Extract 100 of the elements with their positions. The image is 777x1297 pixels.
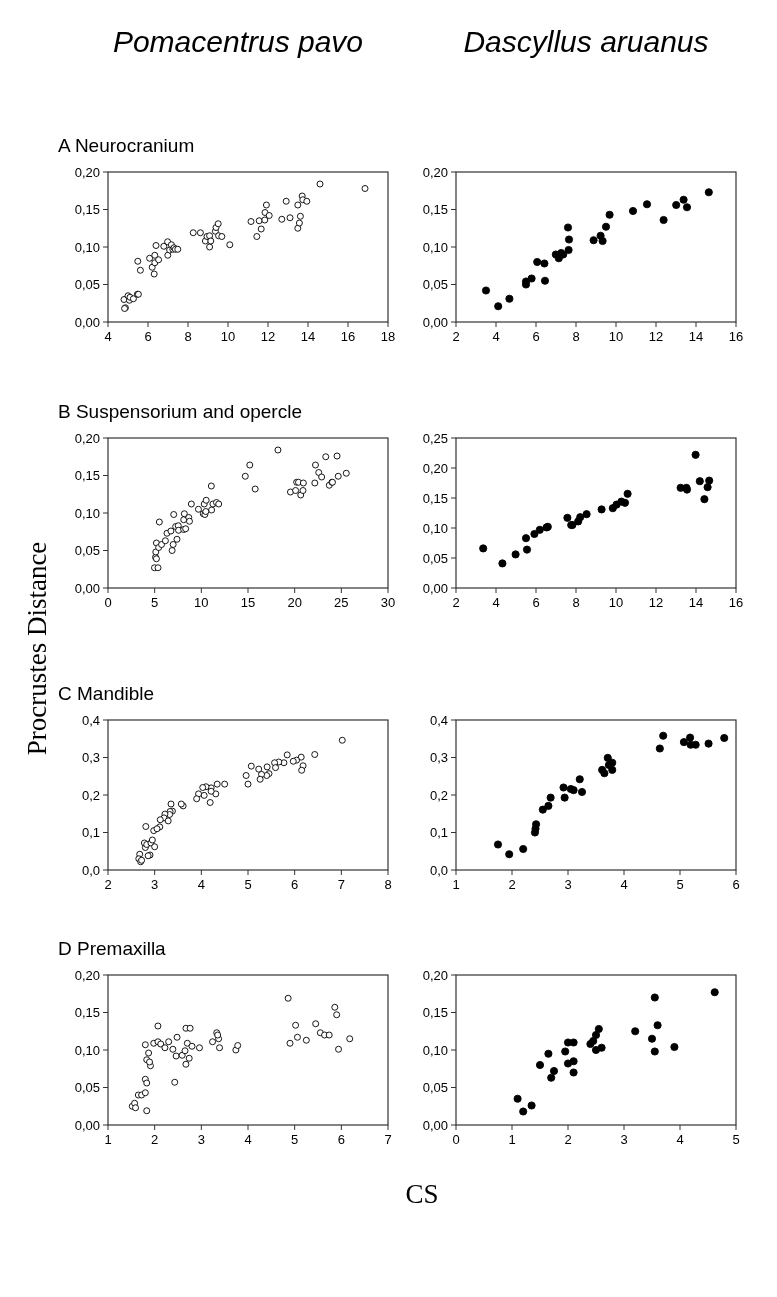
x-tick-label: 2 [564, 1132, 572, 1147]
y-tick-label: 0,20 [422, 164, 448, 180]
x-tick-label: 2 [452, 329, 460, 344]
x-tick-label: 4 [197, 877, 205, 892]
x-tick-label: 10 [194, 595, 209, 610]
x-tick-label: 8 [572, 595, 580, 610]
y-tick-label: 0,05 [74, 1080, 100, 1095]
x-tick-label: 20 [287, 595, 302, 610]
x-tick-label: 4 [620, 877, 628, 892]
y-tick-label: 0,20 [74, 967, 100, 983]
x-tick-label: 4 [676, 1132, 684, 1147]
x-tick-label: 5 [676, 877, 684, 892]
text: Pomacentrus pavo [112, 25, 364, 58]
x-tick-label: 1 [508, 1132, 516, 1147]
y-tick-label: 0,10 [422, 520, 448, 536]
y-tick-label: 0,20 [74, 430, 100, 446]
x-tick-label: 2 [452, 595, 460, 610]
x-tick-label: 7 [337, 877, 345, 892]
y-tick-label: 0,15 [422, 202, 448, 217]
x-tick-label: 6 [732, 877, 740, 892]
x-tick-label: 10 [608, 595, 624, 610]
y-tick-label: 0,20 [422, 967, 448, 983]
x-tick-label: 0 [104, 595, 112, 610]
x-tick-label: 10 [220, 329, 236, 344]
x-tick-label: 8 [384, 877, 392, 892]
y-tick-label: 0,20 [422, 460, 448, 476]
x-tick-label: 3 [197, 1132, 205, 1147]
y-tick-label: 0,3 [81, 750, 100, 765]
x-axis-title: CS [405, 1179, 439, 1209]
y-axis-title: Procrustes Distance [22, 541, 52, 756]
x-tick-label: 6 [291, 877, 299, 892]
x-tick-label: 4 [492, 595, 500, 610]
text: Dascyllus aruanus [463, 25, 709, 58]
x-tick-label: 3 [151, 877, 159, 892]
y-tick-label: 0,00 [422, 1117, 448, 1133]
y-tick-label: 0,00 [74, 1117, 100, 1133]
x-tick-label: 6 [532, 595, 540, 610]
x-tick-label: 14 [300, 329, 316, 344]
chart-title: B Suspensorium and opercle [58, 401, 302, 422]
x-tick-label: 2 [104, 877, 112, 892]
x-tick-label: 25 [334, 595, 349, 610]
y-tick-label: 0,3 [429, 750, 448, 765]
y-tick-label: 0,15 [74, 468, 100, 483]
x-tick-label: 3 [620, 1132, 628, 1147]
x-tick-label: 1 [104, 1132, 112, 1147]
y-tick-label: 0,05 [74, 277, 100, 292]
chart-title: A Neurocranium [58, 135, 195, 156]
y-tick-label: 0,10 [74, 239, 100, 255]
x-tick-label: 16 [340, 329, 356, 344]
x-tick-label: 5 [244, 877, 252, 892]
x-tick-label: 0 [452, 1132, 460, 1147]
x-tick-label: 4 [104, 329, 112, 344]
x-tick-label: 1 [452, 877, 460, 892]
y-tick-label: 0,05 [74, 543, 100, 558]
x-tick-label: 8 [572, 329, 580, 344]
x-tick-label: 7 [384, 1132, 392, 1147]
x-tick-label: 15 [240, 595, 256, 610]
y-tick-label: 0,1 [81, 825, 100, 840]
y-tick-label: 0,00 [422, 580, 448, 596]
x-tick-label: 14 [688, 329, 704, 344]
x-tick-label: 12 [648, 329, 664, 344]
y-tick-label: 0,20 [74, 164, 100, 180]
x-tick-label: 3 [564, 877, 572, 892]
y-tick-label: 0,15 [74, 1005, 100, 1020]
y-tick-label: 0,10 [74, 1042, 100, 1058]
chart-title: C Mandible [58, 683, 155, 704]
x-tick-label: 16 [728, 595, 744, 610]
y-tick-label: 0,10 [422, 1042, 448, 1058]
x-tick-label: 2 [508, 877, 516, 892]
y-tick-label: 0,05 [422, 550, 448, 566]
x-tick-label: 4 [492, 329, 500, 344]
y-tick-label: 0,10 [74, 505, 100, 521]
y-tick-label: 0,05 [422, 277, 448, 292]
x-tick-label: 6 [532, 329, 540, 344]
x-tick-label: 30 [380, 595, 396, 610]
y-tick-label: 0,00 [422, 314, 448, 330]
x-tick-label: 8 [184, 329, 192, 344]
y-tick-label: 0,2 [429, 787, 448, 803]
y-tick-label: 0,4 [81, 712, 100, 728]
y-tick-label: 0,15 [422, 490, 448, 506]
y-tick-label: 0,15 [74, 202, 100, 217]
x-tick-label: 2 [151, 1132, 159, 1147]
x-tick-label: 5 [732, 1132, 740, 1147]
x-tick-label: 12 [260, 329, 276, 344]
x-tick-label: 6 [337, 1132, 345, 1147]
x-tick-label: 16 [728, 329, 744, 344]
y-tick-label: 0,0 [81, 862, 100, 878]
x-tick-label: 14 [688, 595, 704, 610]
y-tick-label: 0,05 [422, 1080, 448, 1095]
chart-title: D Premaxilla [58, 938, 167, 959]
x-tick-label: 6 [144, 329, 152, 344]
x-tick-label: 18 [380, 329, 396, 344]
x-tick-label: 10 [608, 329, 624, 344]
y-tick-label: 0,25 [422, 430, 448, 446]
y-tick-label: 0,1 [429, 825, 448, 840]
y-tick-label: 0,00 [74, 314, 100, 330]
y-tick-label: 0,2 [81, 787, 100, 803]
y-tick-label: 0,15 [422, 1005, 448, 1020]
y-tick-label: 0,0 [429, 862, 448, 878]
x-tick-label: 5 [291, 1132, 299, 1147]
